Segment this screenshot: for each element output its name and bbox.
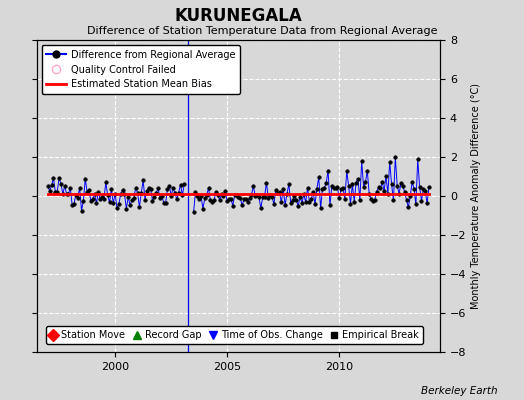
Text: Berkeley Earth: Berkeley Earth bbox=[421, 386, 498, 396]
Y-axis label: Monthly Temperature Anomaly Difference (°C): Monthly Temperature Anomaly Difference (… bbox=[471, 83, 481, 309]
Text: Difference of Station Temperature Data from Regional Average: Difference of Station Temperature Data f… bbox=[87, 26, 437, 36]
Title: KURUNEGALA: KURUNEGALA bbox=[174, 6, 302, 24]
Legend: Station Move, Record Gap, Time of Obs. Change, Empirical Break: Station Move, Record Gap, Time of Obs. C… bbox=[46, 326, 422, 344]
